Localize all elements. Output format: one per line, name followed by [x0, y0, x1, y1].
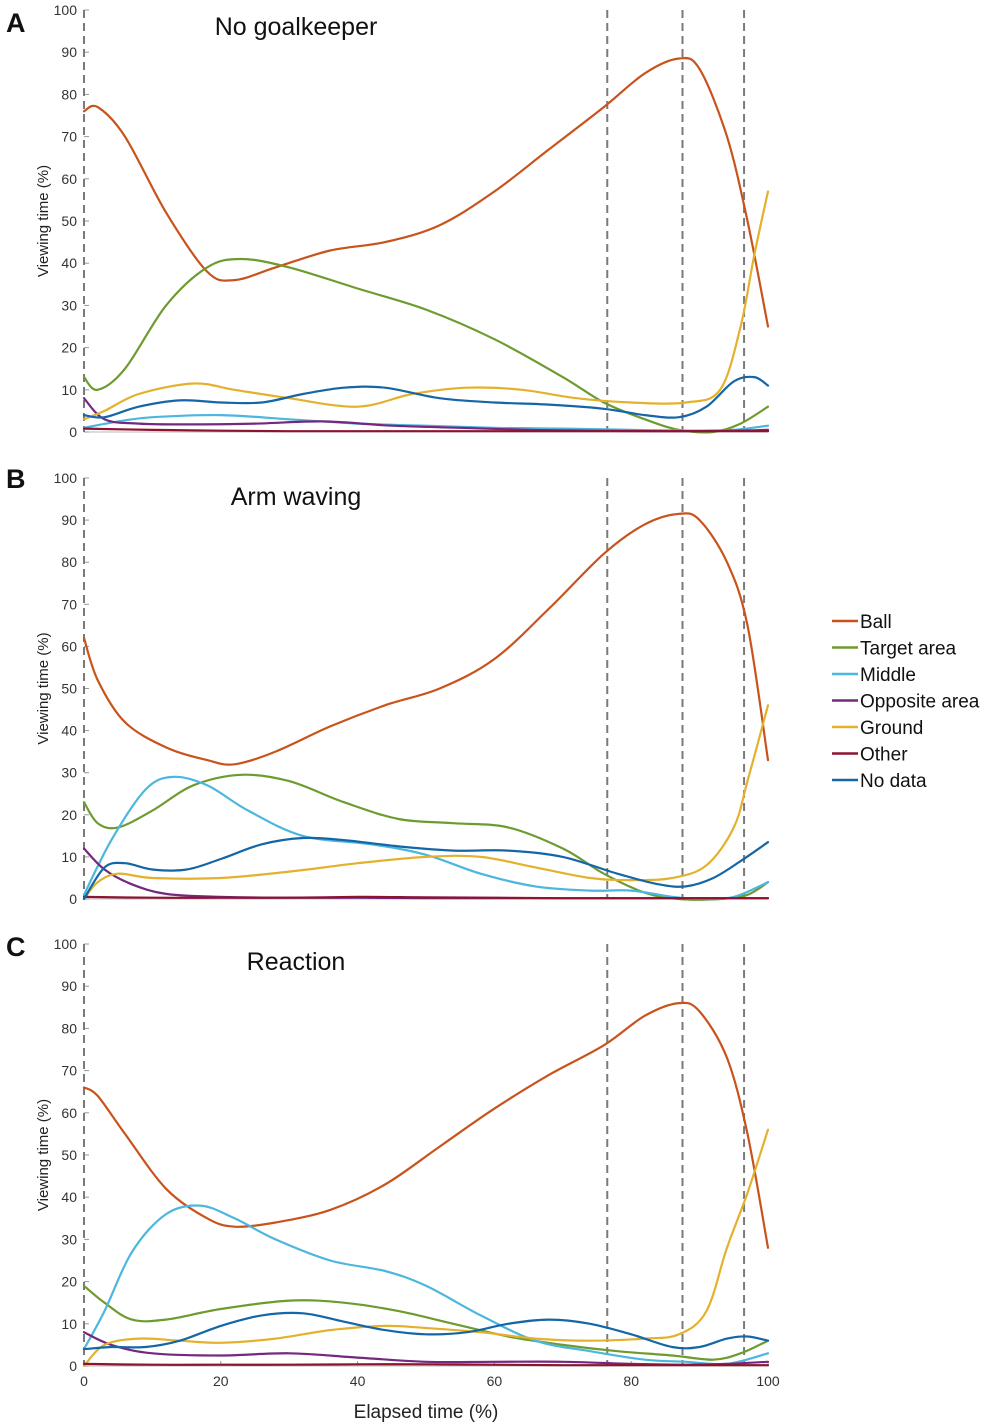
y-tick-label: 30	[61, 765, 77, 781]
y-tick-label: 90	[61, 44, 77, 60]
chart-panel-c: C Reaction Viewing time (%) 0 10 20 30 40 50 60 70…	[6, 932, 780, 1389]
y-tick-label: 40	[61, 1189, 77, 1205]
panel-label: B	[6, 464, 26, 494]
legend-item-ball: Ball	[832, 612, 892, 633]
y-axis-label: Viewing time (%)	[35, 1099, 52, 1211]
y-tick-label: 80	[61, 86, 77, 102]
y-tick-label: 0	[69, 1358, 77, 1374]
y-tick-label: 90	[61, 978, 77, 994]
y-tick-label: 30	[61, 1231, 77, 1247]
panel-label: A	[6, 8, 26, 38]
legend-item-middle: Middle	[832, 665, 916, 686]
chart-panel-b: B Arm waving Viewing time (%) 0 10 20 30 40 50 60…	[6, 464, 770, 907]
series-line-target-area	[82, 257, 770, 434]
y-tick-label: 20	[61, 1274, 77, 1290]
series-line-no-data	[82, 375, 770, 419]
x-axis-label: Elapsed time (%)	[354, 1402, 499, 1423]
y-tick-label: 0	[69, 891, 77, 907]
series-line-ground	[82, 1128, 770, 1368]
series-line-middle	[82, 1204, 770, 1366]
legend-label: Ground	[860, 718, 923, 739]
y-tick-label: 90	[61, 512, 77, 528]
series-line-other	[82, 1362, 770, 1367]
x-tick-label: 80	[623, 1373, 639, 1389]
legend-item-opposite-area: Opposite area	[832, 692, 980, 713]
y-tick-label: 10	[61, 1316, 77, 1332]
series-line-target-area	[82, 773, 770, 901]
y-tick-label: 60	[61, 171, 77, 187]
legend-label: Ball	[860, 612, 892, 633]
y-tick-label: 40	[61, 255, 77, 271]
x-tick-label: 0	[80, 1373, 88, 1389]
series-line-other	[82, 427, 770, 433]
y-tick-label: 50	[61, 213, 77, 229]
y-axis-label: Viewing time (%)	[35, 165, 52, 277]
series-line-ball	[82, 512, 770, 766]
legend-item-target-area: Target area	[832, 639, 957, 660]
series-line-other	[82, 895, 770, 900]
panel-label: C	[6, 932, 26, 962]
series-line-ball	[82, 1001, 770, 1249]
y-tick-label: 20	[61, 340, 77, 356]
legend: Ball Target area Middle Opposite area Ground…	[832, 612, 980, 792]
y-tick-label: 70	[61, 129, 77, 145]
series-line-middle	[82, 775, 770, 901]
chart-title: No goalkeeper	[215, 13, 378, 41]
y-tick-label: 80	[61, 1020, 77, 1036]
y-tick-label: 20	[61, 807, 77, 823]
legend-label: Middle	[860, 665, 916, 686]
legend-item-no-data: No data	[832, 771, 927, 792]
y-tick-label: 100	[54, 470, 78, 486]
y-tick-label: 100	[54, 2, 78, 18]
series-line-ground	[82, 190, 770, 421]
series-line-ground	[82, 704, 770, 901]
series-line-ball	[82, 56, 770, 328]
y-tick-label: 60	[61, 1105, 77, 1121]
y-tick-label: 70	[61, 1063, 77, 1079]
y-axis-label: Viewing time (%)	[35, 632, 52, 744]
y-tick-label: 70	[61, 596, 77, 612]
y-tick-label: 50	[61, 1147, 77, 1163]
y-tick-label: 10	[61, 849, 77, 865]
series-line-target-area	[82, 1284, 770, 1361]
y-tick-label: 40	[61, 723, 77, 739]
series-line-no-data	[82, 1311, 770, 1351]
legend-label: No data	[860, 771, 927, 792]
legend-item-other: Other	[832, 745, 908, 766]
legend-label: Other	[860, 745, 908, 766]
y-tick-label: 10	[61, 382, 77, 398]
series-line-no-data	[82, 836, 770, 901]
x-tick-label: 100	[756, 1373, 780, 1389]
y-tick-label: 50	[61, 681, 77, 697]
x-tick-label: 60	[487, 1373, 503, 1389]
chart-panel-a: A No goalkeeper Viewing time (%) 0 10 20 30 40 5…	[6, 2, 770, 440]
y-tick-label: 0	[69, 424, 77, 440]
y-tick-label: 100	[54, 936, 78, 952]
chart-title: Reaction	[247, 948, 346, 976]
legend-label: Opposite area	[860, 692, 980, 713]
y-tick-label: 30	[61, 297, 77, 313]
legend-label: Target area	[860, 639, 957, 660]
y-tick-label: 80	[61, 554, 77, 570]
panels: A No goalkeeper Viewing time (%) 0 10 20 30 40 5…	[6, 2, 780, 1389]
x-tick-label: 40	[350, 1373, 366, 1389]
x-tick-label: 20	[213, 1373, 229, 1389]
chart-title: Arm waving	[231, 483, 362, 511]
y-tick-label: 60	[61, 638, 77, 654]
legend-item-ground: Ground	[832, 718, 923, 739]
